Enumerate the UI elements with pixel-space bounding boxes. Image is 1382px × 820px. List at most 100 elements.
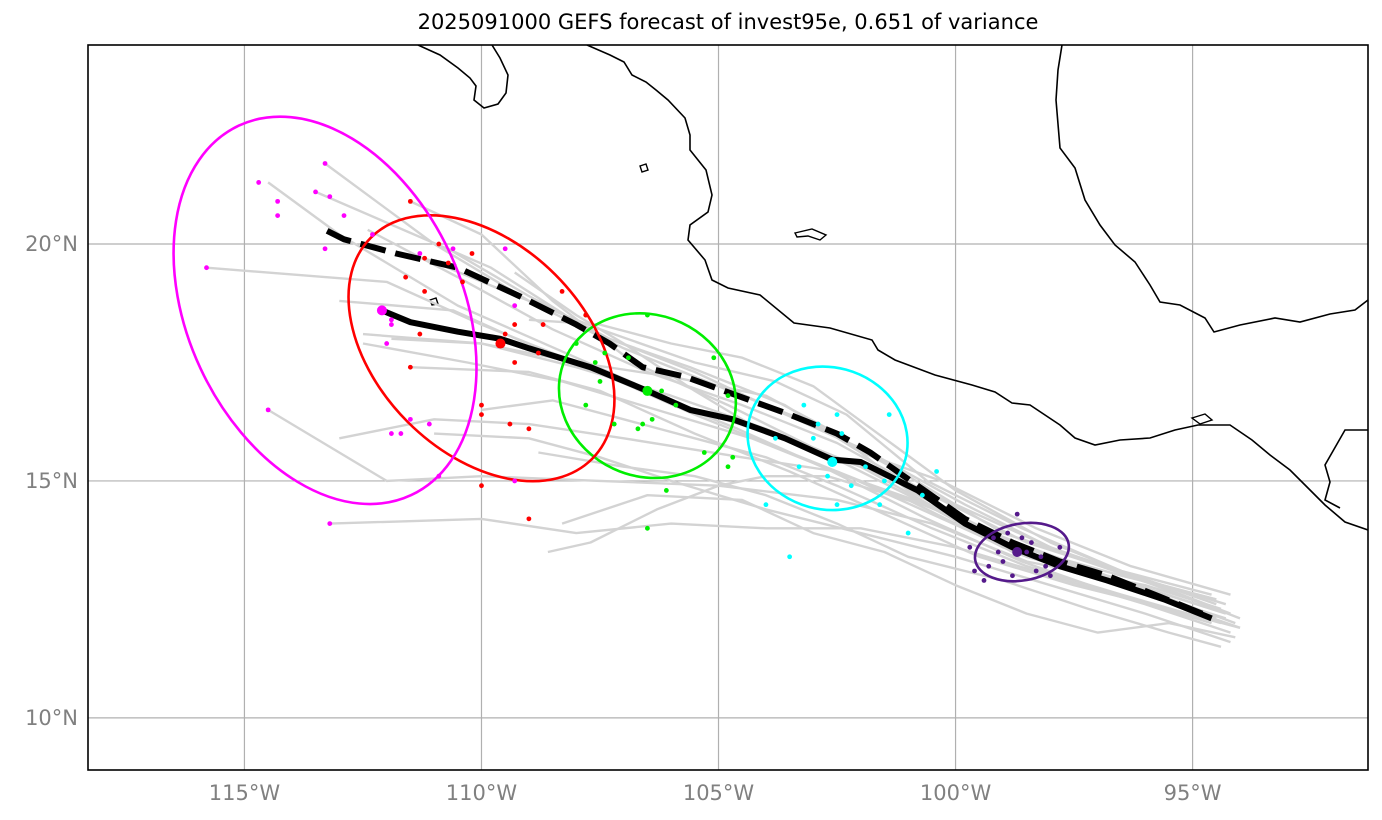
lon-tick-label: 95°W (1164, 781, 1222, 805)
lon-tick-label: 110°W (446, 781, 518, 805)
ensemble-track-9 (409, 200, 1217, 620)
member-point (389, 317, 394, 323)
member-point (592, 360, 598, 365)
member-point (275, 213, 281, 218)
member-point (436, 241, 442, 247)
member-point (341, 213, 347, 218)
member-point (905, 530, 911, 536)
ensemble-track-18 (315, 190, 1231, 596)
mean-position-marker-3 (495, 338, 506, 349)
mean-position-marker-4 (376, 305, 387, 316)
ensemble-track-8 (434, 432, 1231, 644)
member-point (626, 355, 631, 361)
member-point (825, 473, 830, 479)
member-point (313, 189, 318, 195)
member-point (403, 274, 409, 280)
member-point (763, 502, 769, 508)
member-point (407, 198, 413, 204)
member-point (995, 549, 1001, 555)
member-point (701, 450, 707, 455)
member-point (322, 161, 328, 166)
member-point (370, 232, 375, 237)
coastline-island-d (1190, 413, 1214, 425)
member-point (573, 341, 579, 346)
member-point (991, 535, 996, 541)
member-point (934, 469, 939, 474)
member-point (436, 473, 442, 479)
mean-track-dashed (323, 227, 1204, 617)
member-point (1005, 530, 1011, 536)
ensemble-track-19 (538, 451, 1222, 648)
member-point (981, 578, 987, 583)
plot-frame (87, 44, 1369, 771)
mean-position-marker-0 (1012, 547, 1023, 558)
member-point (659, 388, 665, 394)
member-point (512, 478, 518, 484)
member-point (886, 412, 892, 418)
forecast-points (204, 161, 1063, 583)
coastline (417, 45, 1368, 531)
coastline-yucatan-east (1324, 429, 1368, 509)
coastline-mexico-mainland (417, 45, 1368, 531)
coastline-yucatan-gulf (1055, 45, 1368, 333)
lat-tick-label: 10°N (25, 706, 78, 730)
member-point (602, 350, 608, 356)
member-point (1014, 511, 1020, 517)
member-point (256, 180, 262, 185)
forecast-ellipse-2 (557, 312, 738, 480)
member-point (1033, 568, 1039, 574)
member-point (1038, 554, 1044, 560)
member-point (640, 421, 646, 427)
member-point (839, 431, 845, 436)
coastline-island-b (793, 228, 828, 241)
member-point (1029, 540, 1034, 545)
member-point (711, 355, 717, 361)
member-point (204, 265, 209, 271)
forecast-ellipse-4 (172, 115, 478, 506)
member-point (450, 246, 456, 252)
member-point (583, 312, 589, 318)
member-point (673, 402, 679, 408)
lat-tick-label: 15°N (25, 469, 78, 493)
member-point (1010, 573, 1015, 579)
lat-tick-label: 20°N (25, 232, 78, 256)
member-point (583, 402, 589, 408)
member-point (407, 416, 413, 422)
member-point (796, 464, 802, 470)
member-point (611, 421, 617, 427)
member-point (725, 464, 731, 470)
member-point (526, 426, 532, 432)
member-point (834, 412, 840, 418)
member-point (265, 407, 271, 413)
member-point (512, 303, 518, 309)
member-point (507, 421, 513, 427)
ensemble-track-21 (447, 247, 1241, 620)
member-point (882, 478, 887, 484)
member-point (417, 251, 423, 256)
plot-area (172, 45, 1368, 648)
member-point (801, 402, 807, 408)
member-point (834, 502, 840, 508)
lon-tick-label: 100°W (920, 781, 992, 805)
member-point (645, 525, 650, 531)
ensemble-track-14 (561, 494, 1236, 639)
member-point (479, 483, 484, 489)
member-point (460, 279, 465, 285)
coastline-island-a (639, 163, 649, 173)
mean-position-marker-2 (642, 385, 653, 396)
member-point (1057, 544, 1063, 550)
member-point (479, 412, 484, 418)
member-point (417, 331, 423, 337)
member-point (389, 322, 394, 327)
member-point (327, 521, 333, 526)
member-point (512, 360, 518, 365)
member-point (559, 289, 565, 294)
member-point (730, 454, 736, 460)
member-point (327, 194, 333, 200)
member-point (426, 421, 432, 427)
member-point (1000, 559, 1006, 564)
ensemble-track-20 (339, 299, 1212, 625)
member-point (815, 421, 821, 427)
map-title: 2025091000 GEFS forecast of invest95e, 0… (417, 10, 1039, 34)
